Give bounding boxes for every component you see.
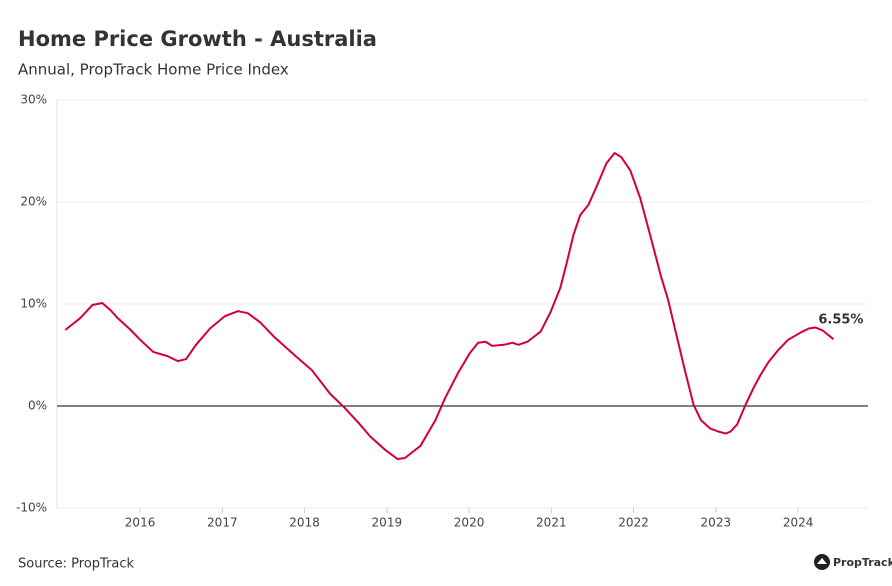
y-tick-label: 20%: [20, 195, 47, 209]
x-tick-label: 2018: [289, 516, 320, 530]
value-label: 6.55%: [818, 313, 863, 328]
x-tick-label: 2016: [125, 516, 156, 530]
line: [64, 152, 835, 461]
y-tick-label: 10%: [20, 297, 47, 311]
x-tick-label: 2020: [454, 516, 485, 530]
x-tick-label: 2023: [701, 516, 732, 530]
chart-title: Home Price Growth - Australia: [18, 27, 377, 51]
source: Source: PropTrack: [18, 557, 135, 572]
x-tick-label: 2021: [536, 516, 567, 530]
x-tick-label: 2022: [618, 516, 649, 530]
x-tick-label: 2019: [372, 516, 403, 530]
x-tick-label: 2017: [207, 516, 238, 530]
y-tick-label: -10%: [16, 501, 47, 515]
y-tick-label: 30%: [20, 93, 47, 107]
logo-house: [817, 558, 827, 564]
x-tick-label: 2024: [783, 516, 814, 530]
chart-subtitle: Annual, PropTrack Home Price Index: [18, 61, 289, 79]
y-tick-label: 0%: [28, 399, 47, 413]
logo: PropTrack: [833, 556, 892, 569]
